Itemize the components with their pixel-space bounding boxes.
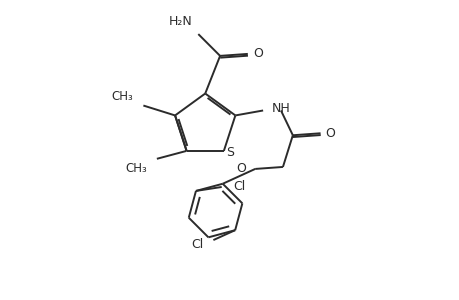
- Text: H₂N: H₂N: [168, 15, 192, 28]
- Text: Cl: Cl: [191, 238, 203, 250]
- Text: Cl: Cl: [233, 181, 245, 194]
- Text: O: O: [325, 127, 335, 140]
- Text: S: S: [225, 146, 233, 159]
- Text: NH: NH: [271, 102, 290, 115]
- Text: O: O: [236, 162, 246, 176]
- Text: CH₃: CH₃: [125, 162, 146, 175]
- Text: CH₃: CH₃: [112, 90, 133, 103]
- Text: O: O: [252, 47, 262, 60]
